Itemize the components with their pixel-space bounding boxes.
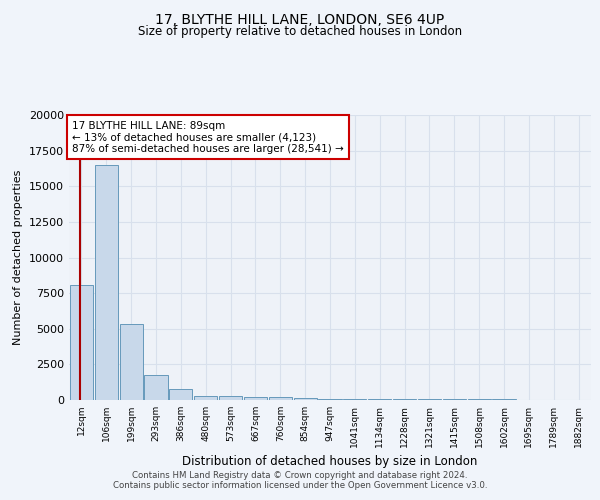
Bar — [194, 396, 217, 400]
Text: 17 BLYTHE HILL LANE: 89sqm
← 13% of detached houses are smaller (4,123)
87% of s: 17 BLYTHE HILL LANE: 89sqm ← 13% of deta… — [72, 120, 344, 154]
Text: Contains HM Land Registry data © Crown copyright and database right 2024.
Contai: Contains HM Land Registry data © Crown c… — [113, 470, 487, 490]
Bar — [244, 397, 267, 400]
X-axis label: Distribution of detached houses by size in London: Distribution of detached houses by size … — [182, 456, 478, 468]
Text: Size of property relative to detached houses in London: Size of property relative to detached ho… — [138, 25, 462, 38]
Text: 17, BLYTHE HILL LANE, LONDON, SE6 4UP: 17, BLYTHE HILL LANE, LONDON, SE6 4UP — [155, 12, 445, 26]
Bar — [393, 399, 416, 400]
Bar — [269, 397, 292, 400]
Bar — [368, 399, 391, 400]
Bar — [219, 396, 242, 400]
Bar — [418, 399, 441, 400]
Bar — [319, 398, 341, 400]
Bar — [343, 399, 367, 400]
Bar — [119, 324, 143, 400]
Bar — [70, 284, 93, 400]
Bar — [145, 375, 167, 400]
Y-axis label: Number of detached properties: Number of detached properties — [13, 170, 23, 345]
Bar — [293, 398, 317, 400]
Bar — [95, 165, 118, 400]
Bar — [169, 390, 193, 400]
